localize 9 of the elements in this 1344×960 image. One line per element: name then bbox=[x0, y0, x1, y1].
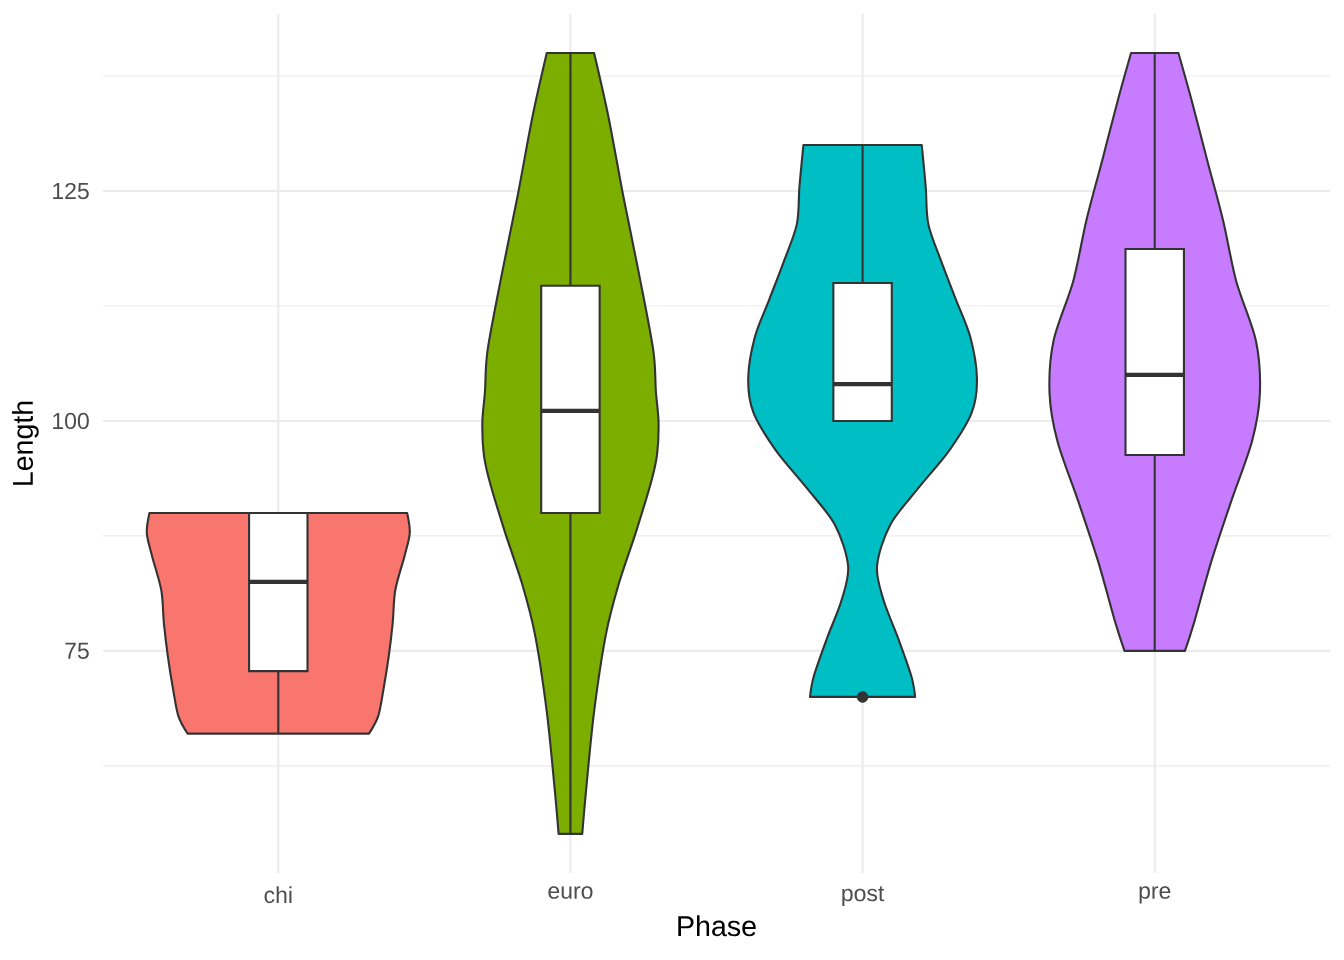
x-tick-label: post bbox=[842, 886, 885, 906]
x-axis-title: Phase bbox=[678, 915, 756, 937]
x-tick-label: chi bbox=[264, 886, 292, 904]
y-tick-label: 100 bbox=[53, 412, 89, 430]
x-tick-label: euro bbox=[548, 886, 593, 899]
y-tick-label: 125 bbox=[53, 182, 89, 200]
x-tick-label: pre bbox=[1139, 886, 1171, 904]
y-tick-label: 75 bbox=[65, 642, 89, 659]
y-axis-title: Length bbox=[12, 401, 39, 485]
